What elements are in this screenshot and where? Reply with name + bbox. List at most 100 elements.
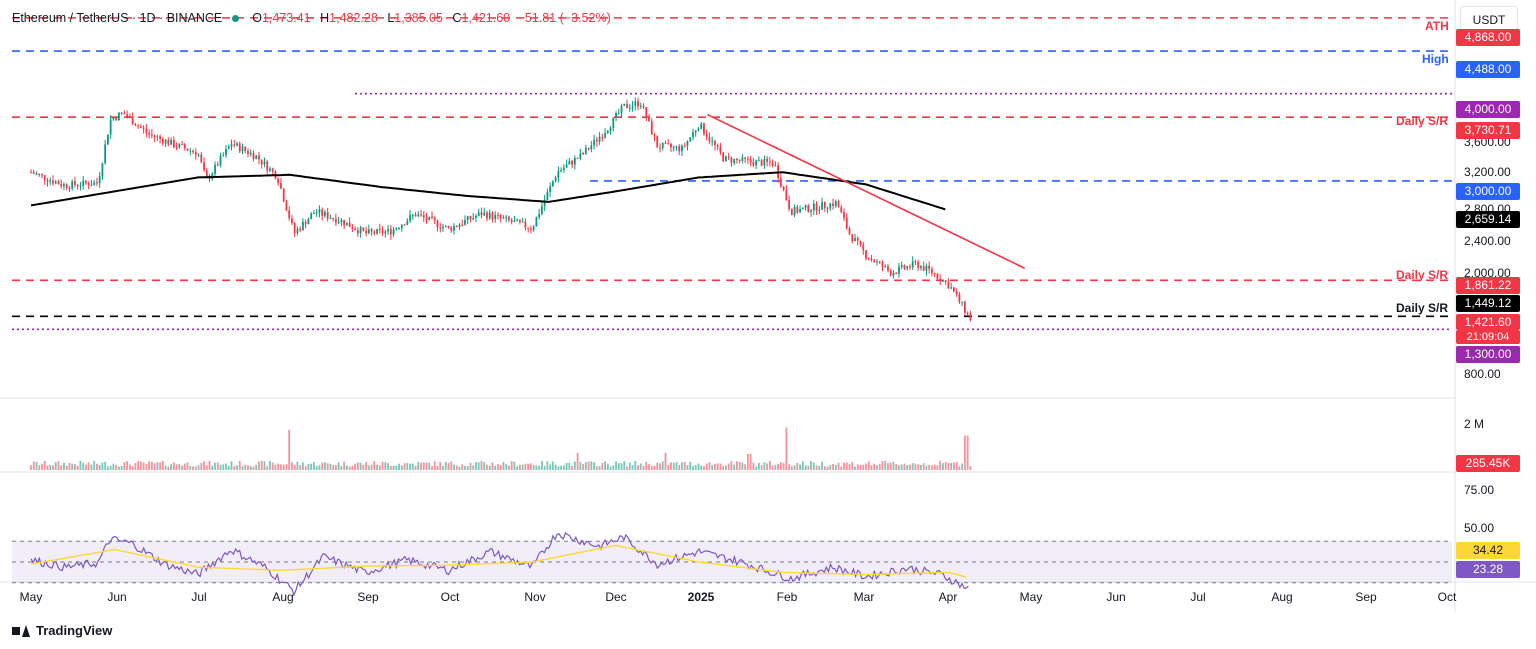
candle-body [52, 180, 54, 184]
volume-bar [101, 462, 104, 470]
volume-bar [546, 461, 549, 470]
candle-body [230, 144, 233, 147]
daily-sr-annotation-3: Daily S/R [1396, 301, 1449, 315]
volume-bar [205, 465, 208, 470]
volume-bar [887, 463, 889, 470]
volume-bar [788, 464, 790, 470]
volume-bar [716, 463, 719, 470]
volume-bar [656, 462, 659, 470]
volume-bar [238, 460, 241, 470]
candle-body [222, 155, 225, 157]
candle-body [895, 272, 898, 274]
candle-body [233, 144, 236, 146]
candle-body [164, 139, 167, 144]
volume-bar [450, 461, 453, 470]
volume-bar [280, 464, 282, 470]
volume-bar [796, 462, 799, 470]
x-tick: Nov [524, 590, 546, 604]
candle-body [71, 181, 74, 189]
candle-body [524, 221, 527, 228]
candle-body [321, 209, 324, 216]
candle-body [120, 112, 123, 114]
volume-bar [540, 460, 543, 470]
volume-bar [422, 462, 425, 470]
volume-bar [790, 466, 793, 470]
candle-body [406, 220, 409, 225]
candle-body [282, 188, 285, 202]
volume-bar [340, 466, 343, 470]
tradingview-logo[interactable]: TradingView [12, 623, 112, 638]
volume-bar [914, 463, 917, 470]
volume-bar [52, 465, 54, 470]
volume-tick: 2 M [1464, 417, 1485, 431]
candle-body [49, 180, 52, 182]
candle-body [186, 148, 189, 151]
volume-bar [365, 462, 367, 470]
volume-bar [323, 462, 326, 470]
candle-body [615, 113, 617, 118]
volume-bar [332, 465, 335, 470]
candle-body [378, 228, 381, 230]
volume-bar [313, 462, 315, 470]
candle-body [225, 148, 227, 156]
candle-body [826, 207, 829, 209]
volume-bar [433, 461, 436, 470]
candle-body [689, 137, 692, 142]
candle-body [601, 136, 604, 138]
candle-body [722, 152, 725, 162]
volume-bar [38, 465, 41, 470]
volume-bar [296, 461, 299, 470]
candle-body [236, 143, 238, 146]
volume-bar [447, 462, 450, 470]
candle-body [417, 214, 420, 217]
volume-bar [85, 464, 87, 470]
candle-body [692, 132, 694, 138]
y-tick: 3,200.00 [1464, 165, 1511, 179]
volume-bar [411, 463, 414, 470]
candle-body [126, 114, 129, 117]
candle-body [854, 237, 856, 242]
candle-body [255, 155, 258, 159]
candle-body [741, 157, 744, 161]
volume-bar [692, 466, 694, 470]
candle-body [76, 184, 79, 187]
candle-body [790, 209, 793, 216]
candle-body [900, 265, 903, 267]
volume-bar [562, 465, 565, 470]
volume-bar [856, 464, 859, 470]
volume-bar [961, 463, 964, 470]
sr-1449-badge: 1,449.12 [1456, 295, 1520, 312]
candle-body [57, 181, 60, 185]
candle-body [793, 207, 796, 216]
volume-bar [829, 464, 832, 470]
volume-bar [700, 465, 703, 470]
volume-bar [373, 461, 376, 470]
volume-bar [799, 464, 801, 470]
low-label: L [387, 11, 395, 25]
volume-bar [186, 462, 189, 470]
candle-body [549, 186, 552, 193]
candle-body [708, 137, 711, 142]
volume-bar [178, 464, 181, 470]
volume-bar [255, 464, 258, 470]
high-annotation: High [1422, 52, 1449, 66]
volume-bar [367, 465, 370, 470]
volume-bar [269, 461, 271, 470]
symbol-name[interactable]: Ethereum / TetherUS · 1D · BINANCE [12, 11, 223, 25]
trend-line [707, 113, 1025, 269]
candle-body [227, 146, 230, 149]
candle-body [532, 226, 535, 230]
volume-bar [400, 465, 403, 470]
volume-bar [620, 463, 623, 470]
candle-body [681, 145, 683, 152]
candle-body [961, 301, 964, 303]
candle-body [749, 159, 752, 163]
candle-body [683, 145, 686, 147]
candle-body [736, 158, 738, 160]
candle-body [933, 273, 936, 275]
candle-body [280, 183, 282, 189]
candle-body [519, 219, 521, 223]
candle-body [837, 201, 840, 208]
volume-bar [241, 466, 244, 470]
